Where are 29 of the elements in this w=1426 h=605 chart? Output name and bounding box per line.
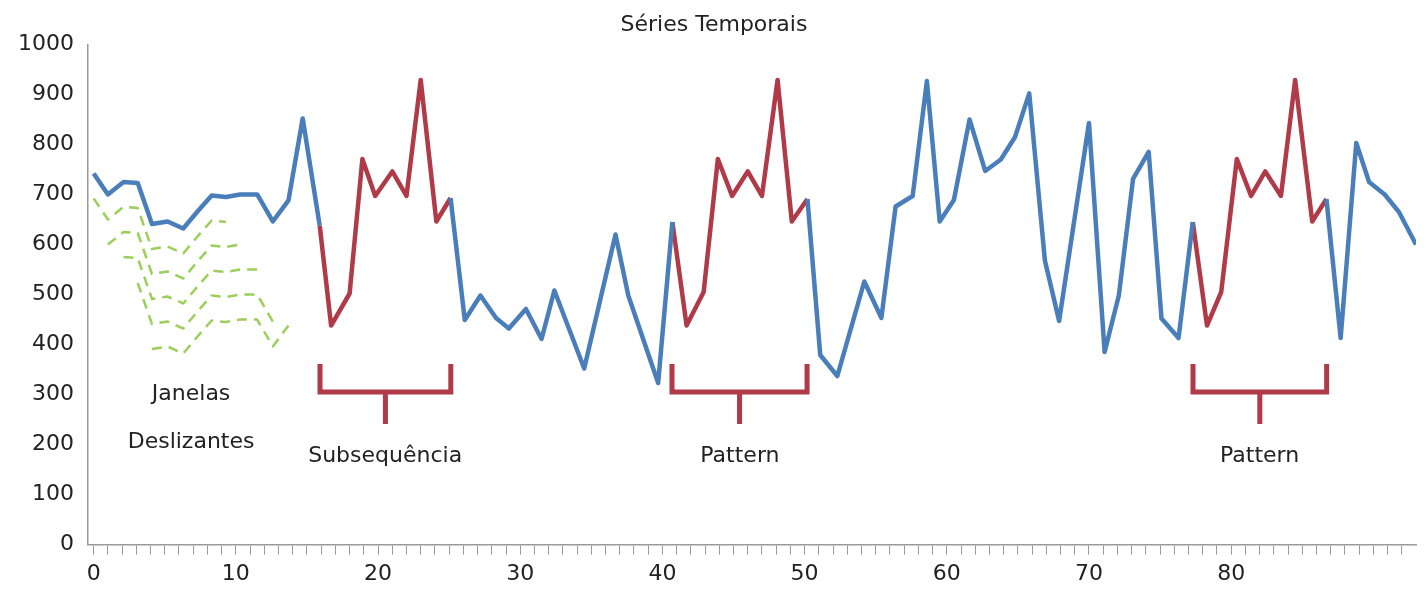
line-series (150, 318, 290, 355)
y-tick-label: 100 (31, 480, 74, 506)
y-tick-label: 0 (59, 530, 74, 556)
y-tick-label: 400 (31, 330, 74, 356)
line-series (122, 255, 259, 305)
y-tick-label: 900 (31, 80, 74, 106)
y-tick-label: 800 (31, 130, 74, 156)
line-series (136, 281, 275, 330)
line-series (92, 197, 228, 255)
y-tick-label: 300 (31, 380, 74, 406)
x-tick-label: 50 (790, 559, 819, 585)
x-tick-label: 60 (932, 559, 961, 585)
x-tick-label: 80 (1217, 559, 1246, 585)
annotation: Subsequência (308, 442, 463, 468)
y-tick-label: 500 (31, 280, 74, 306)
x-tick-label: 70 (1074, 559, 1103, 585)
y-tick-label: 600 (31, 230, 74, 256)
y-tick-label: 1000 (17, 30, 74, 56)
y-tick-label: 700 (31, 180, 74, 206)
x-tick-label: 10 (221, 559, 250, 585)
annotation: Janelas Deslizantes (127, 380, 255, 454)
annotation: Pattern (1220, 442, 1300, 468)
annotation: Pattern (700, 442, 780, 468)
y-tick-label: 200 (31, 430, 74, 456)
chart-title: Séries Temporais (620, 10, 808, 36)
x-tick-label: 0 (86, 559, 101, 585)
x-tick-label: 30 (506, 559, 535, 585)
x-tick-label: 40 (648, 559, 677, 585)
x-tick-label: 20 (364, 559, 393, 585)
